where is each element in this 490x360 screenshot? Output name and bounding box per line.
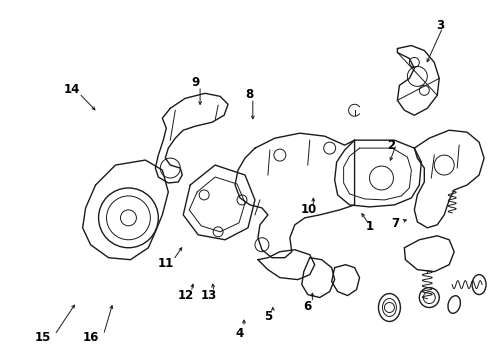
Text: 12: 12 (177, 289, 194, 302)
Text: 8: 8 (245, 88, 253, 101)
Text: 9: 9 (191, 76, 199, 89)
Text: 7: 7 (392, 217, 399, 230)
Text: 16: 16 (83, 331, 99, 344)
Text: 5: 5 (264, 310, 272, 323)
Text: 4: 4 (235, 327, 243, 339)
Text: 3: 3 (436, 19, 444, 32)
Text: 15: 15 (34, 331, 50, 344)
Text: 13: 13 (200, 289, 217, 302)
Text: 6: 6 (303, 300, 312, 313)
Text: 14: 14 (64, 83, 80, 96)
Text: 11: 11 (158, 257, 174, 270)
Text: 2: 2 (388, 139, 395, 152)
Text: 1: 1 (366, 220, 373, 233)
Text: 10: 10 (300, 203, 317, 216)
